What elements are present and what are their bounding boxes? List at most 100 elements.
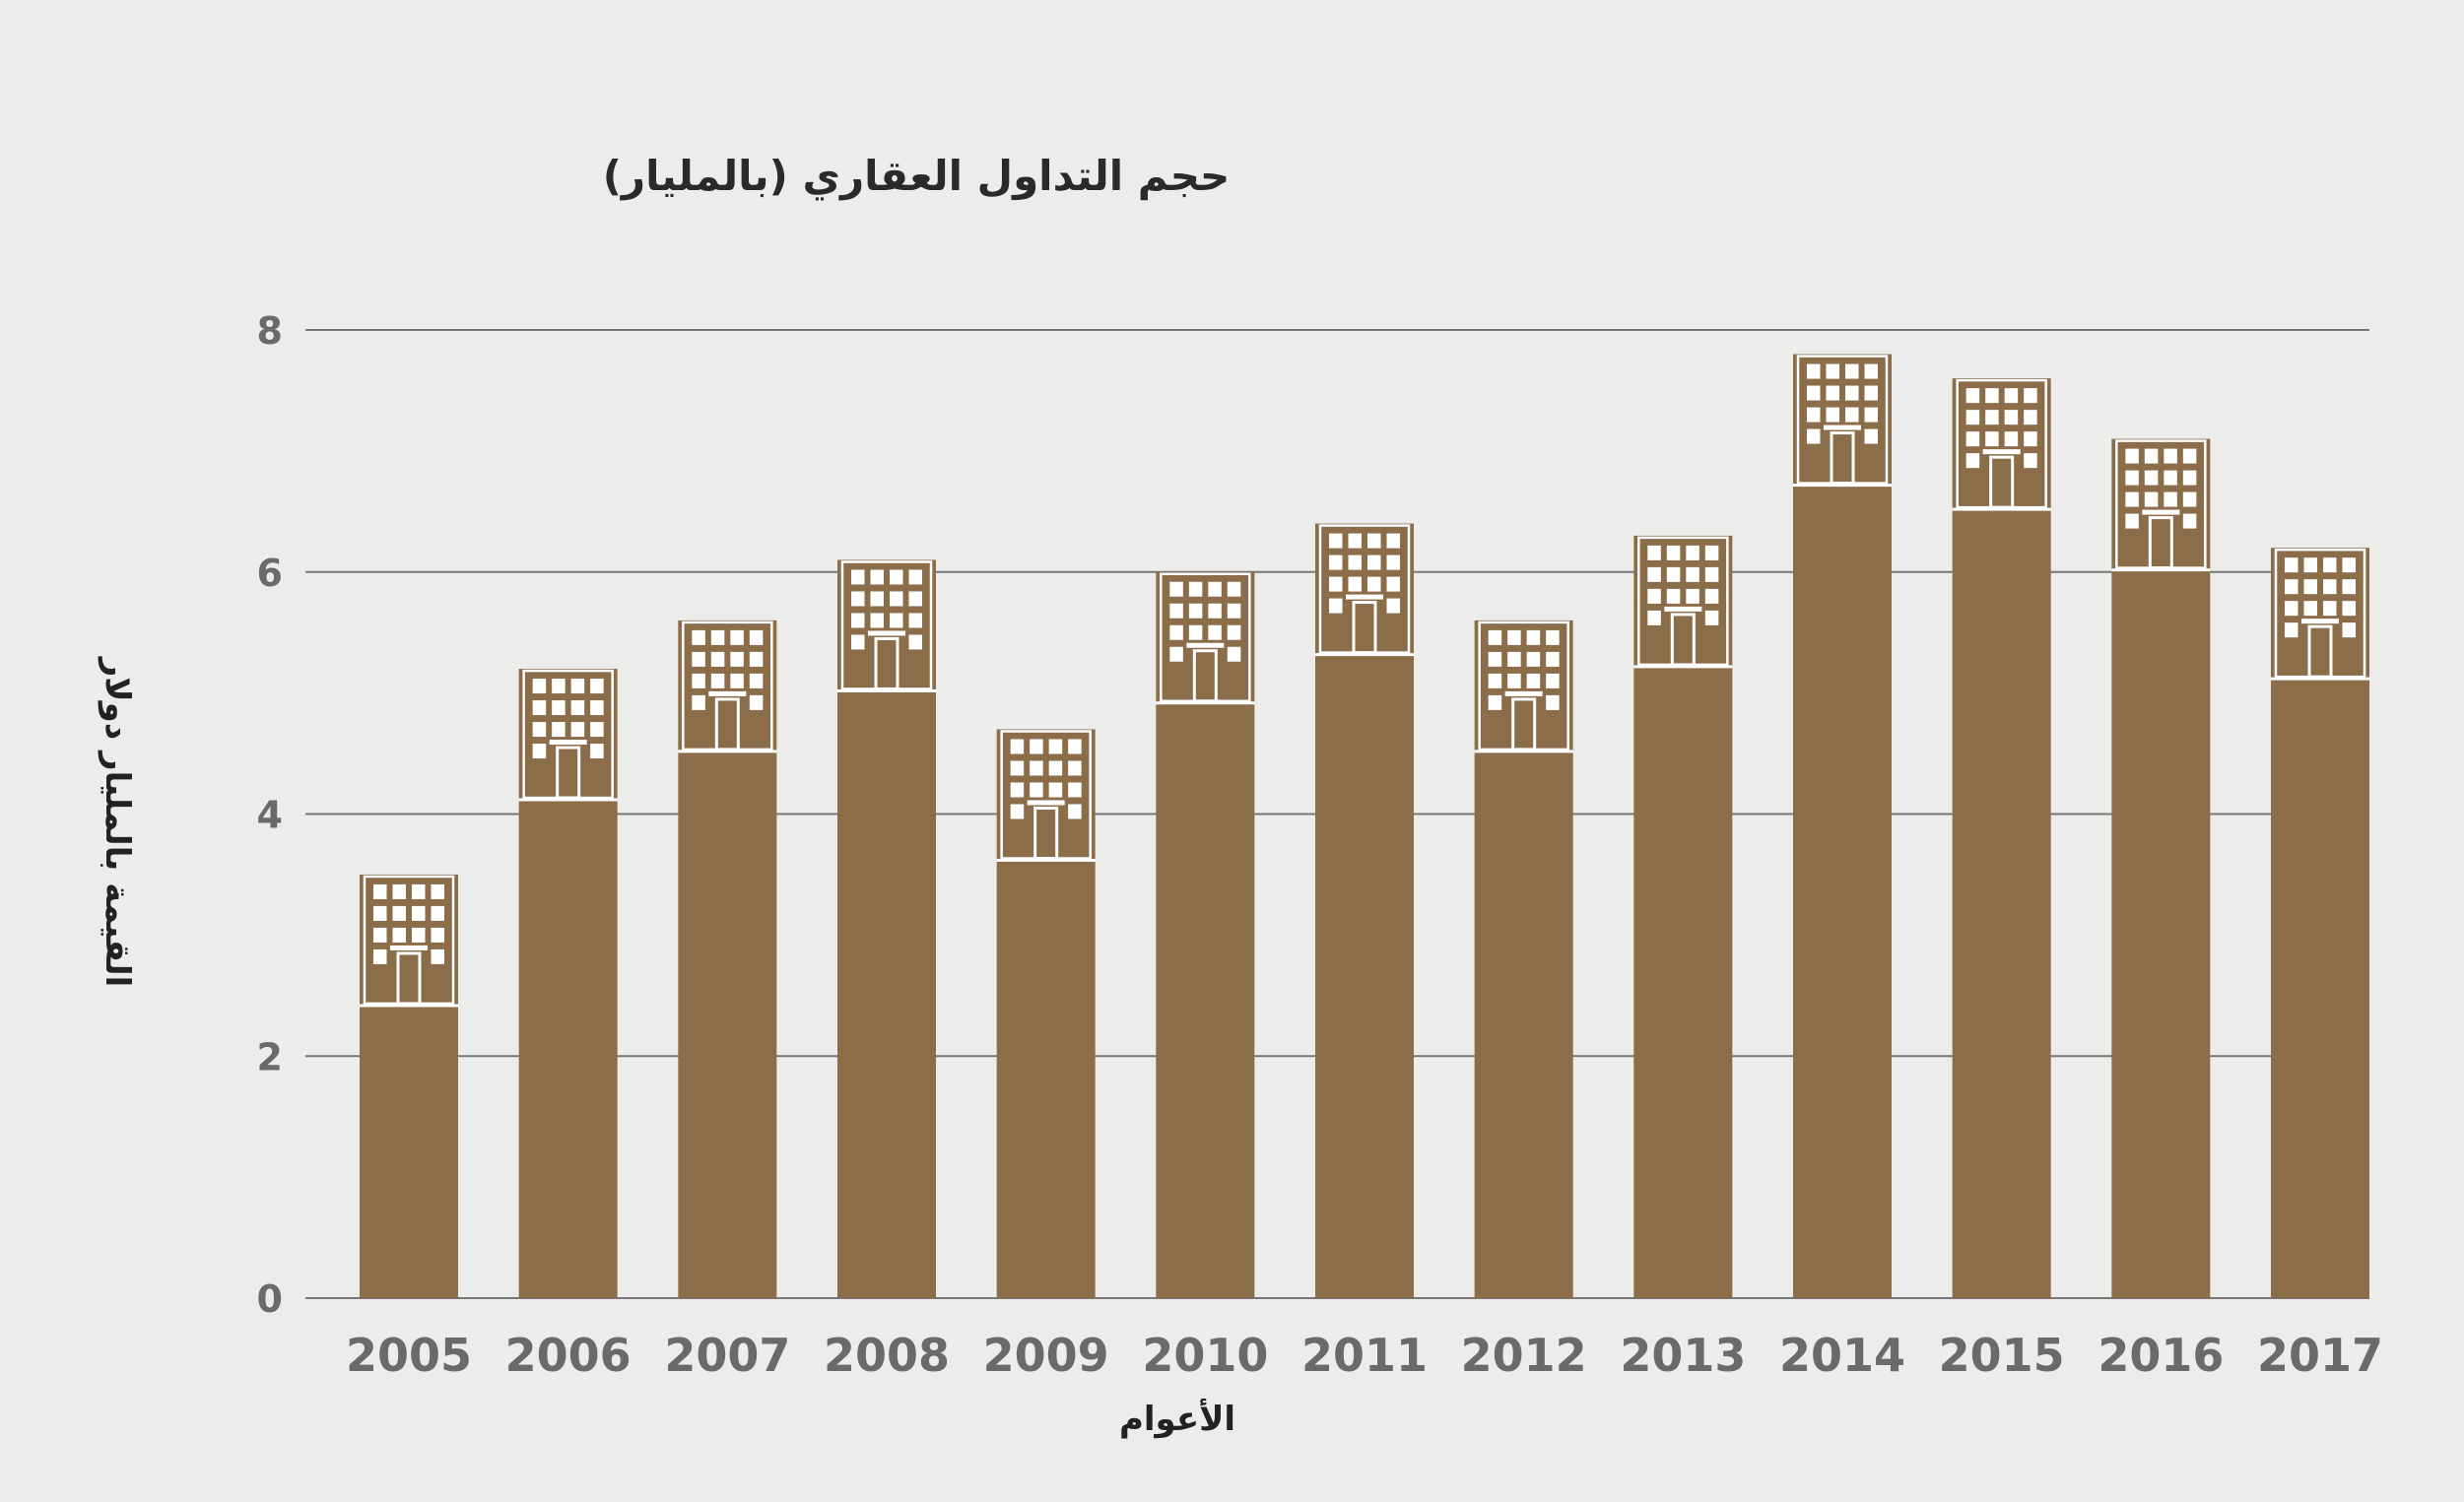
building-window: [1010, 804, 1025, 819]
building-window: [2164, 470, 2177, 486]
building-window: [1686, 566, 1699, 582]
building-window: [890, 569, 903, 585]
building-window: [710, 651, 725, 667]
bar-body: [2111, 438, 2211, 1298]
building-window: [730, 651, 744, 667]
x-tick-label: 2015: [1939, 1329, 2065, 1382]
building-window: [1985, 431, 1999, 447]
building-door: [1352, 601, 1377, 655]
building-window: [2182, 470, 2197, 486]
building-awning: [1346, 594, 1383, 600]
building-window: [2125, 470, 2139, 486]
building-icon: [1156, 572, 1255, 705]
building-window: [908, 634, 922, 650]
building-window: [2342, 601, 2356, 617]
building-window: [1169, 646, 1183, 662]
building-window: [1188, 624, 1203, 640]
building-window: [851, 569, 865, 585]
building-window: [1367, 555, 1381, 570]
building-window: [1826, 407, 1839, 423]
building-window: [692, 694, 705, 710]
building-window: [2342, 622, 2356, 638]
building-door: [556, 746, 581, 800]
building-awning: [1186, 642, 1225, 648]
building-window: [2125, 448, 2139, 464]
building-window: [1068, 760, 1082, 776]
building-window: [552, 700, 566, 716]
building-window: [532, 744, 547, 759]
building-window: [1666, 588, 1681, 604]
building-window: [373, 948, 387, 964]
building-window: [1048, 739, 1063, 754]
building-window: [1546, 694, 1560, 710]
building-window: [1348, 533, 1362, 549]
y-tick-label: 4: [257, 794, 283, 837]
building-window: [412, 927, 426, 943]
building-door: [2307, 624, 2333, 679]
bar: [1633, 535, 1733, 1298]
building-window: [692, 651, 705, 667]
building-window: [1169, 603, 1183, 619]
building-icon: [1952, 378, 2051, 511]
building-window: [2024, 453, 2037, 469]
building-window: [851, 613, 865, 628]
bar: [678, 620, 777, 1298]
building-icon: [837, 560, 936, 692]
building-window: [1048, 782, 1063, 798]
building-awning: [2142, 509, 2180, 515]
building-window: [1845, 385, 1859, 401]
bar: [2111, 438, 2211, 1298]
building-window: [1188, 603, 1203, 619]
building-window: [1488, 694, 1502, 710]
bar: [1474, 620, 1573, 1298]
building-awning: [2301, 619, 2339, 624]
building-window: [730, 629, 744, 645]
building-window: [590, 700, 604, 716]
building-window: [1686, 588, 1699, 604]
building-window: [1546, 629, 1560, 645]
x-tick-label: 2009: [983, 1329, 1109, 1382]
building-window: [749, 629, 764, 645]
building-window: [908, 569, 922, 585]
building-window: [1704, 566, 1719, 582]
building-window: [412, 905, 426, 921]
building-window: [1845, 363, 1859, 379]
building-window: [570, 679, 585, 694]
building-window: [2004, 388, 2019, 404]
bar-body: [1633, 535, 1733, 1298]
building-window: [552, 722, 566, 738]
building-window: [2342, 557, 2356, 573]
bar: [518, 669, 618, 1298]
building-window: [2004, 431, 2019, 447]
building-awning: [390, 945, 428, 950]
building-door: [1830, 431, 1855, 486]
building-window: [1208, 624, 1222, 640]
building-window: [570, 722, 585, 738]
building-awning: [1824, 424, 1861, 430]
building-window: [730, 673, 744, 688]
building-window: [2303, 579, 2317, 595]
x-tick-label: 2011: [1301, 1329, 1428, 1382]
building-window: [1386, 598, 1400, 614]
building-window: [1826, 385, 1839, 401]
building-window: [870, 613, 884, 628]
building-window: [1666, 566, 1681, 582]
building-window: [2144, 491, 2159, 507]
building-window: [1048, 760, 1063, 776]
building-window: [2182, 513, 2197, 529]
building-window: [1386, 533, 1400, 549]
building-window: [570, 700, 585, 716]
building-window: [1546, 651, 1560, 667]
x-tick-label: 2012: [1461, 1329, 1587, 1382]
building-icon: [360, 875, 458, 1008]
bar-body: [360, 874, 458, 1298]
building-window: [1704, 545, 1719, 560]
building-window: [1985, 388, 1999, 404]
building-window: [2164, 448, 2177, 464]
building-window: [1647, 588, 1661, 604]
x-tick-label: 2016: [2098, 1329, 2224, 1382]
bar-body: [678, 620, 777, 1298]
bar-body: [1474, 620, 1573, 1298]
building-window: [590, 722, 604, 738]
